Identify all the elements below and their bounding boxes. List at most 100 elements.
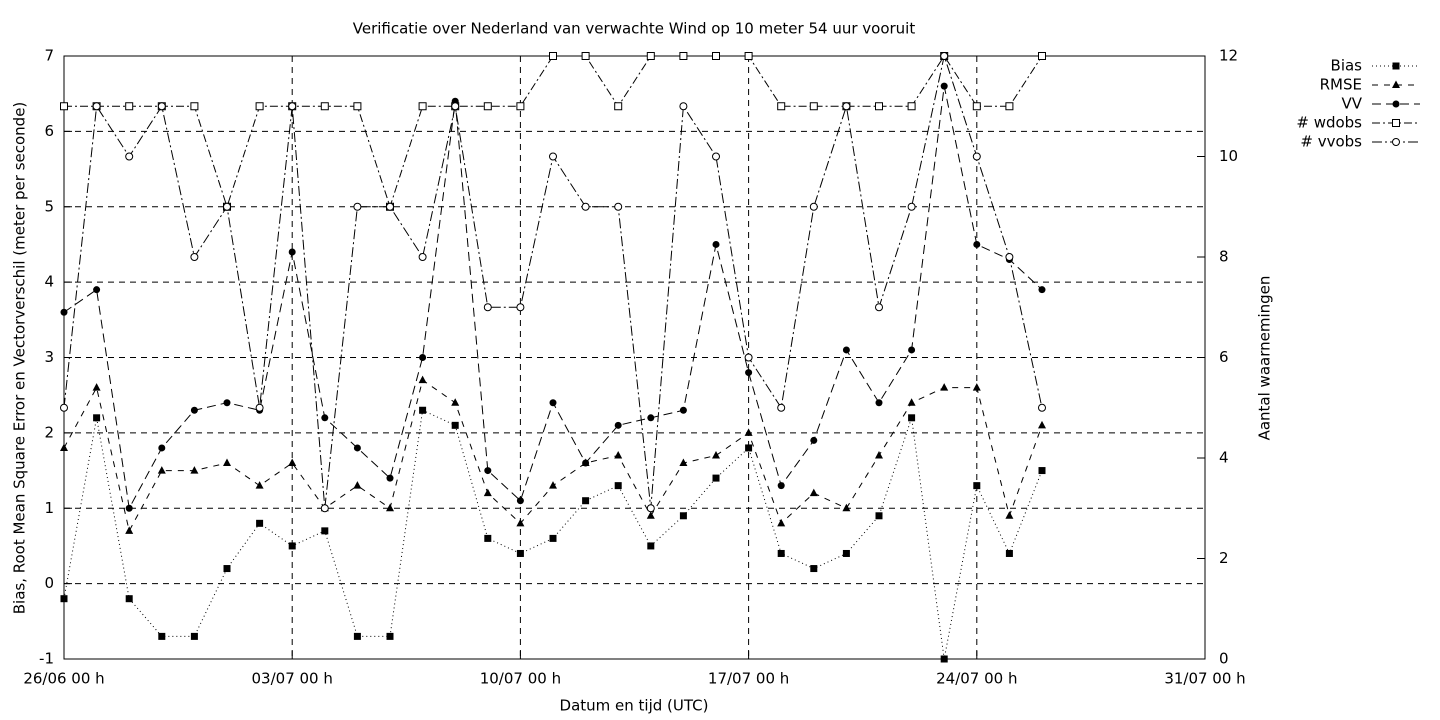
y-tick-label: 0	[44, 574, 54, 592]
data-point	[744, 353, 753, 362]
data-point	[125, 526, 134, 534]
chart-title: Verificatie over Nederland van verwachte…	[353, 20, 916, 38]
data-point	[549, 481, 557, 489]
data-point	[125, 504, 133, 512]
data-point	[614, 202, 623, 211]
data-point	[353, 202, 362, 211]
data-point	[419, 354, 427, 361]
y-tick-label: 5	[44, 197, 54, 215]
data-point	[1038, 420, 1046, 429]
data-point	[451, 398, 460, 406]
data-point	[973, 482, 981, 490]
y-tick-label: 6	[44, 122, 54, 140]
data-point	[1038, 286, 1046, 294]
data-point	[777, 403, 786, 412]
data-point	[1038, 403, 1046, 412]
y2-tick-label: 8	[1219, 248, 1229, 266]
data-point	[190, 632, 198, 640]
data-point	[483, 102, 492, 111]
data-point	[516, 549, 524, 557]
data-point	[907, 202, 916, 211]
data-point	[386, 503, 394, 512]
data-point	[679, 512, 687, 520]
data-point	[125, 102, 134, 111]
data-point	[158, 632, 166, 640]
data-point	[288, 542, 296, 550]
x-axis-label: Datum en tijd (UTC)	[560, 697, 709, 715]
data-point	[875, 450, 883, 459]
data-point	[809, 488, 818, 497]
data-point	[320, 102, 329, 111]
data-point	[744, 52, 753, 60]
data-point	[940, 655, 948, 663]
data-point	[549, 152, 557, 161]
data-point	[907, 398, 916, 406]
data-point	[973, 240, 981, 248]
data-point	[614, 421, 622, 429]
data-point	[842, 549, 850, 557]
data-point	[842, 503, 851, 512]
data-point	[386, 202, 394, 211]
data-point	[92, 102, 101, 111]
data-point	[93, 286, 101, 294]
y2-axis-label: Aantal waarnemingen	[1256, 276, 1274, 441]
data-point	[60, 308, 68, 316]
data-point	[712, 152, 720, 161]
data-point	[190, 406, 198, 414]
data-point	[288, 102, 297, 111]
data-point	[516, 518, 525, 527]
data-point	[907, 102, 916, 111]
data-point	[646, 511, 655, 519]
legend-label: # vvobs	[1300, 133, 1362, 151]
y-tick-label: 3	[44, 348, 54, 366]
data-point	[483, 303, 492, 312]
data-point	[712, 474, 720, 482]
data-point	[940, 52, 949, 60]
series-line	[63, 409, 1043, 660]
data-point	[647, 414, 655, 422]
data-point	[549, 52, 557, 60]
legend-marker	[1392, 138, 1400, 146]
data-point	[60, 102, 68, 111]
data-point	[125, 595, 133, 603]
data-point	[581, 202, 590, 211]
data-point	[777, 549, 785, 557]
legend-marker	[1392, 62, 1400, 70]
data-point	[353, 102, 362, 111]
data-point	[745, 369, 753, 377]
legend-marker	[1392, 119, 1400, 127]
data-point	[451, 102, 460, 111]
data-point	[1005, 253, 1014, 261]
data-point	[125, 152, 134, 161]
data-point	[614, 102, 623, 111]
x-tick-label: 24/07 00 h	[936, 670, 1017, 688]
data-point	[777, 102, 786, 111]
data-point	[875, 102, 883, 111]
data-point	[777, 482, 785, 490]
data-point	[614, 482, 622, 490]
legend-label: # wdobs	[1296, 114, 1362, 132]
data-point	[190, 253, 199, 261]
data-point	[418, 253, 427, 261]
x-tick-label: 26/06 00 h	[23, 670, 104, 688]
series-line	[63, 86, 1043, 510]
y-tick-label: 2	[44, 423, 54, 441]
x-tick-label: 03/07 00 h	[252, 670, 333, 688]
data-point	[223, 399, 231, 407]
data-point	[288, 458, 297, 467]
data-point	[190, 102, 199, 111]
data-point	[582, 497, 590, 505]
y2-tick-label: 12	[1219, 47, 1238, 65]
x-tick-label: 31/07 00 h	[1164, 670, 1245, 688]
data-point	[744, 428, 753, 436]
data-point	[484, 467, 492, 475]
data-point	[223, 565, 231, 573]
data-point	[582, 459, 590, 467]
data-point	[679, 458, 688, 467]
data-point	[255, 481, 264, 489]
data-point	[157, 102, 166, 111]
x-tick-label: 17/07 00 h	[708, 670, 789, 688]
data-point	[288, 248, 296, 256]
data-point	[908, 346, 916, 354]
